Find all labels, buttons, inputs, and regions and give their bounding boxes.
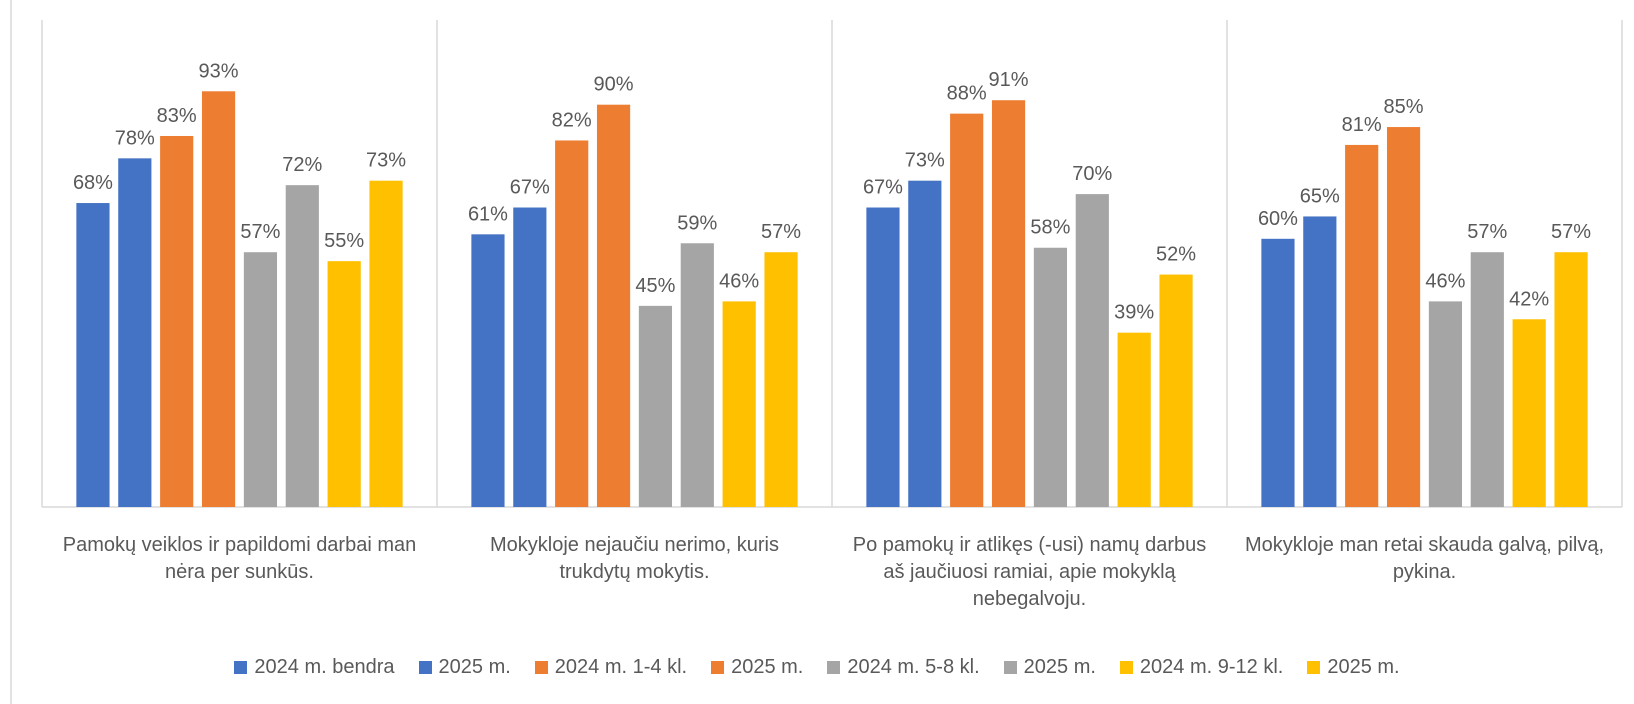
- data-label: 57%: [761, 221, 801, 243]
- bar: [680, 243, 714, 507]
- legend-item: 2024 m. 5-8 kl.: [827, 656, 980, 679]
- data-label: 58%: [1030, 217, 1070, 239]
- legend-item: 2025 m.: [1307, 656, 1400, 679]
- bar: [513, 207, 547, 507]
- bar: [991, 100, 1026, 507]
- bar: [1428, 301, 1463, 507]
- legend-swatch: [418, 661, 432, 674]
- data-label: 73%: [905, 150, 945, 172]
- data-label: 60%: [1258, 208, 1298, 230]
- data-label: 70%: [1072, 163, 1112, 185]
- bar: [1033, 247, 1068, 508]
- legend-swatch: [234, 661, 248, 674]
- data-label: 55%: [324, 230, 364, 252]
- data-label: 83%: [157, 105, 197, 127]
- data-label: 67%: [863, 177, 903, 199]
- data-label: 46%: [719, 270, 759, 292]
- legend-item: 2024 m. bendra: [234, 656, 395, 679]
- bar: [866, 207, 900, 507]
- legend-label: 2024 m. 9-12 kl.: [1139, 656, 1284, 678]
- data-label: 78%: [115, 127, 155, 149]
- bar: [1554, 252, 1588, 507]
- bar: [596, 104, 631, 507]
- legend-swatch: [534, 661, 548, 674]
- data-label: 68%: [73, 172, 113, 194]
- data-label: 61%: [468, 203, 508, 225]
- category-label: Mokykloje nejaučiu nerimo, kuris trukdyt…: [489, 534, 779, 583]
- legend-label: 2024 m. bendra: [254, 656, 395, 678]
- legend-item: 2025 m.: [418, 656, 511, 679]
- bar: [76, 203, 110, 508]
- data-label: 90%: [594, 74, 634, 96]
- legend-label: 2025 m.: [438, 656, 511, 678]
- data-label: 73%: [366, 150, 406, 172]
- bar: [1303, 216, 1337, 507]
- data-label: 65%: [1300, 185, 1340, 207]
- data-label: 81%: [1342, 114, 1382, 136]
- data-label: 46%: [1425, 270, 1465, 292]
- bar: [285, 185, 319, 507]
- data-label: 85%: [1384, 96, 1424, 118]
- data-label: 45%: [635, 275, 675, 297]
- legend: 2024 m. bendra 2025 m. 2024 m. 1-4 kl. 2025…: [0, 656, 1634, 679]
- bar: [471, 234, 505, 507]
- bar: [555, 140, 589, 507]
- data-label: 72%: [282, 154, 322, 176]
- bar: [1470, 252, 1504, 507]
- bar: [1117, 332, 1151, 507]
- bar: [1512, 319, 1546, 507]
- legend-swatch: [827, 661, 841, 674]
- legend-label: 2025 m.: [1023, 656, 1096, 678]
- bar: [722, 301, 756, 507]
- bar: [1345, 144, 1379, 507]
- bar: [1075, 194, 1109, 507]
- legend-item: 2025 m.: [711, 656, 803, 679]
- bar: [950, 113, 984, 507]
- data-label: 57%: [240, 221, 280, 243]
- data-label: 82%: [552, 109, 592, 131]
- data-label: 42%: [1509, 288, 1549, 310]
- data-label: 52%: [1156, 244, 1196, 266]
- category-label: Pamokų veiklos ir papildomi darbai man n…: [62, 534, 417, 583]
- legend-item: 2025 m.: [1003, 656, 1096, 679]
- legend-swatch: [1307, 661, 1321, 674]
- bar: [1386, 127, 1421, 508]
- bar: [908, 180, 942, 507]
- bar: [764, 252, 798, 507]
- bar: [1261, 238, 1295, 508]
- legend-item: 2024 m. 1-4 kl.: [534, 656, 688, 679]
- data-label: 67%: [510, 177, 550, 199]
- legend-item: 2024 m. 9-12 kl.: [1119, 656, 1284, 679]
- bar: [201, 91, 236, 507]
- data-label: 88%: [947, 83, 987, 105]
- legend-label: 2024 m. 1-4 kl.: [554, 656, 688, 678]
- category-label: Po pamokų ir atlikęs (-usi) namų darbus …: [852, 534, 1207, 610]
- legend-label: 2025 m.: [1327, 656, 1400, 678]
- bar: [638, 305, 673, 507]
- bar: [369, 180, 403, 507]
- data-label: 39%: [1114, 302, 1154, 324]
- legend-swatch: [1119, 661, 1133, 674]
- bar: [1159, 274, 1193, 507]
- legend-label: 2024 m. 5-8 kl.: [847, 656, 980, 678]
- legend-label: 2025 m.: [731, 656, 804, 678]
- bar: [327, 261, 361, 507]
- data-label: 57%: [1467, 221, 1507, 243]
- legend-swatch: [1003, 661, 1017, 674]
- data-label: 57%: [1551, 221, 1591, 243]
- data-label: 93%: [199, 60, 239, 82]
- bar: [160, 135, 194, 508]
- data-label: 91%: [989, 69, 1029, 91]
- bar: [118, 158, 152, 507]
- data-label: 59%: [677, 212, 717, 234]
- legend-swatch: [711, 661, 725, 674]
- bar: [243, 252, 278, 507]
- category-label: Mokykloje man retai skauda galvą, pilvą,…: [1244, 534, 1605, 583]
